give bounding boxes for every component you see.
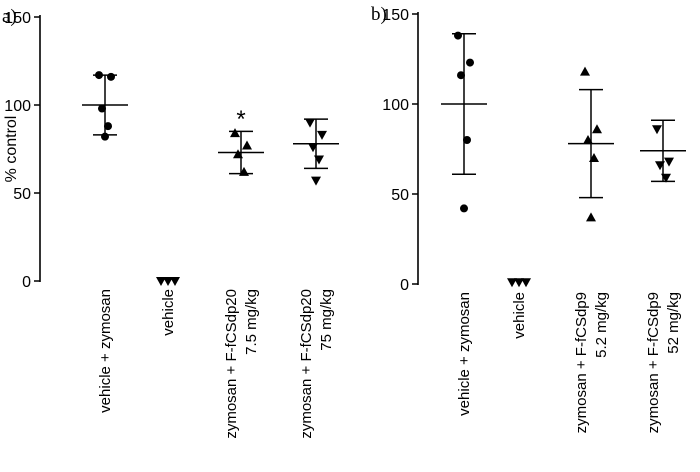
data-point — [664, 157, 674, 167]
y-tick-label: 150 — [4, 10, 31, 27]
y-tick-label: 100 — [382, 97, 409, 114]
data-point — [230, 128, 240, 138]
group-2: * — [218, 106, 264, 176]
category-label: zymosan + F-fCSdp9 — [573, 292, 590, 433]
category-label: 75 mg/kg — [318, 289, 335, 351]
data-point — [583, 135, 593, 144]
group-1 — [156, 277, 180, 286]
category-label: vehicle — [511, 292, 528, 339]
panel-a: a) 0 50 100 150 % control vehicle + zymosan veh… — [2, 6, 339, 439]
data-point — [454, 31, 462, 40]
panel-b: b) 0 50 100 150 vehicle + zymosan vehicle zymos… — [371, 4, 686, 433]
y-tick-label: 0 — [22, 274, 31, 291]
y-tick-label: 0 — [400, 277, 409, 294]
data-point — [305, 118, 315, 128]
data-point — [170, 277, 180, 286]
category-label: zymosan + F-fCSdp20 — [223, 289, 240, 439]
group-2 — [568, 66, 614, 222]
data-point — [233, 149, 243, 159]
data-point — [317, 130, 327, 140]
category-label: 5.2 mg/kg — [593, 292, 610, 358]
data-point — [514, 278, 524, 288]
category-label: vehicle — [160, 289, 177, 336]
data-point — [239, 166, 249, 176]
data-point — [521, 278, 531, 288]
category-label: 7.5 mg/kg — [243, 289, 260, 355]
category-label: zymosan + F-fCSdp9 — [645, 292, 662, 433]
data-point — [457, 71, 465, 80]
group-0 — [441, 31, 487, 213]
group-3 — [640, 119, 686, 183]
y-tick-label: 50 — [13, 186, 31, 203]
data-point — [308, 143, 318, 153]
panel-label: a) — [2, 6, 17, 27]
data-point — [592, 124, 602, 134]
data-point — [101, 132, 109, 141]
panel-label: b) — [371, 4, 387, 25]
data-point — [661, 173, 671, 183]
data-point — [163, 277, 173, 286]
category-label: vehicle + zymosan — [97, 289, 114, 413]
data-point — [107, 72, 115, 81]
data-point — [580, 66, 590, 76]
y-tick-label: 50 — [391, 187, 409, 204]
group-0 — [82, 71, 128, 141]
category-label: vehicle + zymosan — [456, 292, 473, 416]
data-point — [98, 104, 106, 113]
data-point — [314, 155, 324, 165]
data-point — [104, 122, 112, 131]
data-point — [586, 212, 596, 222]
data-point — [466, 58, 474, 67]
y-tick-label: 150 — [382, 7, 409, 24]
data-point — [589, 153, 599, 162]
data-point — [311, 176, 321, 186]
data-point — [655, 161, 665, 171]
data-point — [652, 125, 662, 135]
significance-marker: * — [236, 106, 245, 133]
data-point — [242, 140, 252, 150]
data-point — [460, 204, 468, 213]
category-label: zymosan + F-fCSdp20 — [298, 289, 315, 439]
y-tick-label: 100 — [4, 98, 31, 115]
data-point — [463, 136, 471, 144]
y-axis-title: % control — [3, 116, 20, 183]
data-point — [156, 277, 166, 286]
group-1 — [507, 278, 531, 288]
group-3 — [293, 118, 339, 186]
data-point — [95, 71, 103, 80]
category-label: 52 mg/kg — [665, 292, 682, 354]
data-point — [507, 278, 517, 288]
